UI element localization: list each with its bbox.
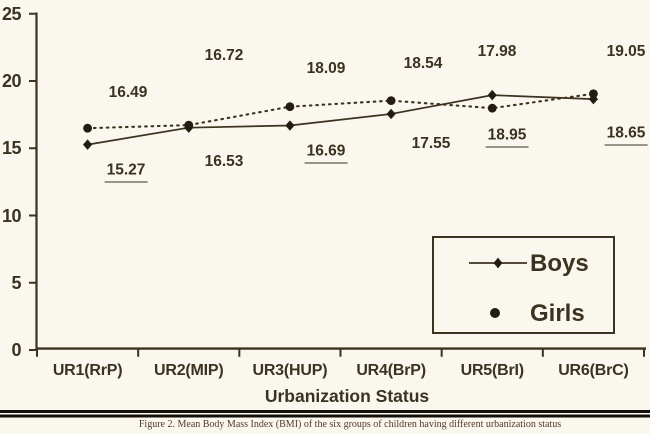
- boys-value-label: 18.95: [485, 127, 529, 148]
- x-category-label: UR1(RrP): [52, 362, 123, 379]
- x-category-label: UR4(BrP): [356, 362, 426, 379]
- boys-marker: [285, 120, 295, 131]
- legend-box: Boys Girls: [432, 236, 615, 334]
- y-tick-label: 5: [11, 272, 21, 293]
- separator-rule: [0, 410, 650, 418]
- girls-value-label: 16.49: [108, 84, 148, 101]
- y-tick-label: 0: [11, 340, 21, 360]
- girls-marker: [285, 102, 295, 112]
- boys-line-diamond-icon: [469, 257, 527, 269]
- boys-marker: [588, 93, 599, 105]
- figure-caption: Figure 2. Mean Body Mass Index (BMI) of …: [138, 419, 562, 430]
- y-tick-label: 10: [1, 205, 22, 226]
- boys-marker: [487, 89, 497, 101]
- x-category-label: UR6(BrC): [558, 362, 629, 379]
- girls-marker: [589, 89, 598, 99]
- girls-dot-icon: [490, 308, 500, 318]
- boys-marker: [386, 108, 396, 120]
- girls-marker: [184, 120, 194, 130]
- x-category-label: UR3(HUP): [252, 362, 328, 379]
- x-axis-title: Urbanization Status: [264, 386, 430, 406]
- boys-marker: [82, 139, 93, 150]
- boys-value-label: 17.55: [411, 135, 451, 152]
- girls-value-label: 19.05: [606, 43, 646, 60]
- boys-value-label: 16.53: [204, 153, 244, 170]
- girls-value-label: 16.72: [204, 47, 244, 64]
- boys-value-label: 16.69: [304, 143, 348, 164]
- girls-marker: [386, 96, 396, 106]
- y-tick-label: 20: [1, 71, 22, 91]
- boys-value-label: 18.65: [604, 125, 648, 146]
- girls-series-line: [86, 92, 595, 130]
- boys-series-line: [87, 94, 594, 146]
- girls-marker: [83, 123, 92, 133]
- x-category-label: UR5(BrI): [460, 362, 524, 379]
- x-category-label: UR2(MIP): [153, 362, 224, 379]
- boys-value-label: 15.27: [104, 162, 148, 183]
- girls-value-label: 17.98: [477, 43, 517, 60]
- y-tick-label: 25: [1, 3, 22, 24]
- girls-value-label: 18.09: [306, 60, 346, 77]
- y-tick-label: 15: [1, 138, 22, 159]
- girls-marker: [487, 103, 497, 113]
- legend-label-boys: Boys: [530, 250, 589, 277]
- legend-label-girls: Girls: [530, 300, 585, 327]
- girls-value-label: 18.54: [403, 55, 443, 72]
